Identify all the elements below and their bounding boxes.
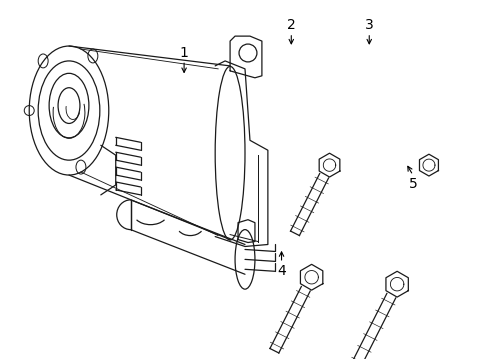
- Text: 4: 4: [277, 264, 286, 278]
- Text: 2: 2: [287, 18, 295, 32]
- Text: 1: 1: [180, 46, 189, 60]
- Text: 3: 3: [365, 18, 373, 32]
- Text: 5: 5: [409, 176, 417, 190]
